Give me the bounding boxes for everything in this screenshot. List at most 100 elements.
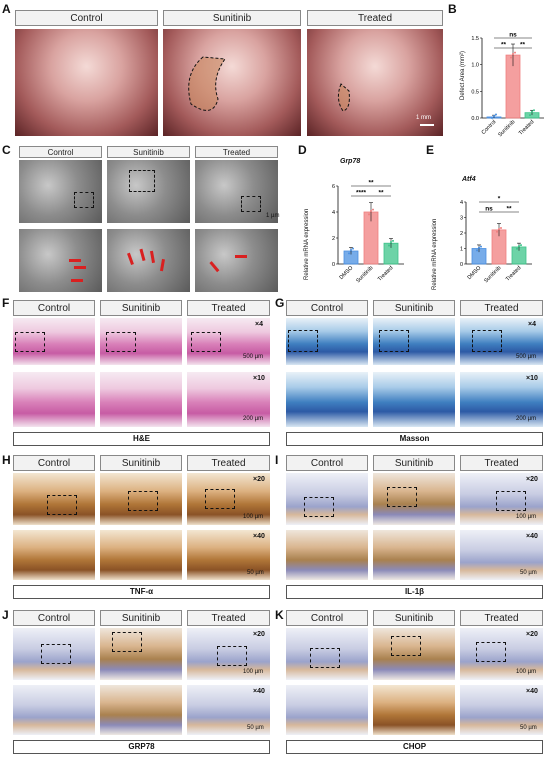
y-tick-label: 2 <box>332 236 335 242</box>
data-point <box>350 248 352 251</box>
stain-label-il1b: IL-1β <box>286 585 543 599</box>
data-point <box>390 241 392 244</box>
grp78-control-high <box>13 685 95 735</box>
header-control-k: Control <box>286 610 368 626</box>
scale-bar-a <box>420 124 434 126</box>
data-point <box>491 117 493 119</box>
ylabel-d: Relative mRNA expression <box>304 208 310 280</box>
data-point <box>368 213 370 216</box>
tem-treated-high <box>195 229 278 292</box>
sig-label: ** <box>501 42 507 49</box>
chop-control-low <box>286 628 368 680</box>
header-control-c: Control <box>19 146 102 158</box>
grp78-sunitinib-low <box>100 628 182 680</box>
sig-label: **** <box>356 190 367 197</box>
mag-x10-g: ×10 <box>526 375 538 382</box>
y-tick-label: 1.0 <box>471 63 479 69</box>
chop-treated-high: ×40 50 µm <box>460 685 543 735</box>
masson-treated-high: ×10 200 µm <box>460 372 543 427</box>
panel-label-j: J <box>2 608 9 622</box>
category-label: Sunitinib <box>483 265 502 284</box>
masson-treated-low: ×4 500 µm <box>460 318 543 365</box>
y-tick-label: 0 <box>460 262 463 268</box>
scale-label-i-high: 50 µm <box>520 570 537 576</box>
chop-control-high <box>286 685 368 735</box>
tem-sunitinib-high <box>107 229 190 292</box>
data-point <box>520 244 522 247</box>
sig-label: ** <box>520 42 526 49</box>
data-point <box>512 52 514 55</box>
data-point <box>498 227 500 230</box>
il1b-control-low <box>286 473 368 525</box>
mag-x20-j: ×20 <box>253 631 265 638</box>
panel-label-a: A <box>2 2 11 16</box>
data-point <box>372 208 374 211</box>
data-point <box>493 114 495 117</box>
sig-label: ** <box>506 206 512 213</box>
stain-label-chop: CHOP <box>286 740 543 754</box>
panel-label-h: H <box>2 453 11 467</box>
data-point <box>533 109 535 112</box>
sig-label: ns <box>485 206 493 213</box>
tnf-treated-low: ×20 100 µm <box>187 473 270 525</box>
scale-label-g-high: 200 µm <box>516 416 537 422</box>
tnf-control-high <box>13 530 95 580</box>
mag-x4-g: ×4 <box>528 321 536 328</box>
header-control-h: Control <box>13 455 95 471</box>
panel-label-i: I <box>275 453 279 467</box>
header-sunitinib-a: Sunitinib <box>163 10 301 26</box>
header-sunitinib-h: Sunitinib <box>100 455 182 471</box>
y-tick-label: 6 <box>332 184 335 190</box>
he-control-low <box>13 318 95 365</box>
data-point <box>392 239 394 242</box>
panel-label-e: E <box>426 143 435 157</box>
header-treated-k: Treated <box>460 610 543 626</box>
oral-photo-sunitinib <box>163 29 301 136</box>
masson-control-high <box>286 372 368 427</box>
masson-sunitinib-high <box>373 372 455 427</box>
stain-label-masson: Masson <box>286 432 543 446</box>
y-tick-label: 3 <box>460 216 463 222</box>
il1b-treated-low: ×20 100 µm <box>460 473 543 525</box>
header-sunitinib-i: Sunitinib <box>373 455 455 471</box>
tnf-sunitinib-high <box>100 530 182 580</box>
scale-label-h-low: 100 µm <box>243 514 264 520</box>
sig-label: * <box>498 196 501 203</box>
header-sunitinib-j: Sunitinib <box>100 610 182 626</box>
mag-x4-f: ×4 <box>255 321 263 328</box>
data-point <box>529 114 531 117</box>
il1b-treated-high: ×40 50 µm <box>460 530 543 580</box>
header-treated-j: Treated <box>187 610 270 626</box>
panel-label-c: C <box>2 143 11 157</box>
panel-label-g: G <box>275 296 285 310</box>
header-sunitinib-f: Sunitinib <box>100 300 182 316</box>
data-point <box>388 244 390 247</box>
data-point <box>476 249 478 252</box>
data-point <box>478 246 480 249</box>
header-treated-a: Treated <box>307 10 443 26</box>
header-sunitinib-k: Sunitinib <box>373 610 455 626</box>
masson-control-low <box>286 318 368 365</box>
il1b-sunitinib-high <box>373 530 455 580</box>
data-point <box>500 227 502 230</box>
panel-label-b: B <box>448 2 457 16</box>
mag-x20-k: ×20 <box>526 631 538 638</box>
header-sunitinib-c: Sunitinib <box>107 146 190 158</box>
chop-treated-low: ×20 100 µm <box>460 628 543 680</box>
category-label: DMSO <box>339 265 355 281</box>
data-point <box>348 252 350 255</box>
grp78-sunitinib-high <box>100 685 182 735</box>
oral-photo-control <box>15 29 158 136</box>
ylabel-e: Relative mRNA expression <box>432 218 438 290</box>
tem-sunitinib-low <box>107 160 190 223</box>
y-tick-label: 2 <box>460 231 463 237</box>
category-label: DMSO <box>467 265 483 281</box>
header-sunitinib-g: Sunitinib <box>373 300 455 316</box>
header-control-f: Control <box>13 300 95 316</box>
stain-label-grp78: GRP78 <box>13 740 270 754</box>
header-control-i: Control <box>286 455 368 471</box>
header-control-a: Control <box>15 10 158 26</box>
scale-label-k-high: 50 µm <box>520 725 537 731</box>
data-point <box>480 245 482 248</box>
